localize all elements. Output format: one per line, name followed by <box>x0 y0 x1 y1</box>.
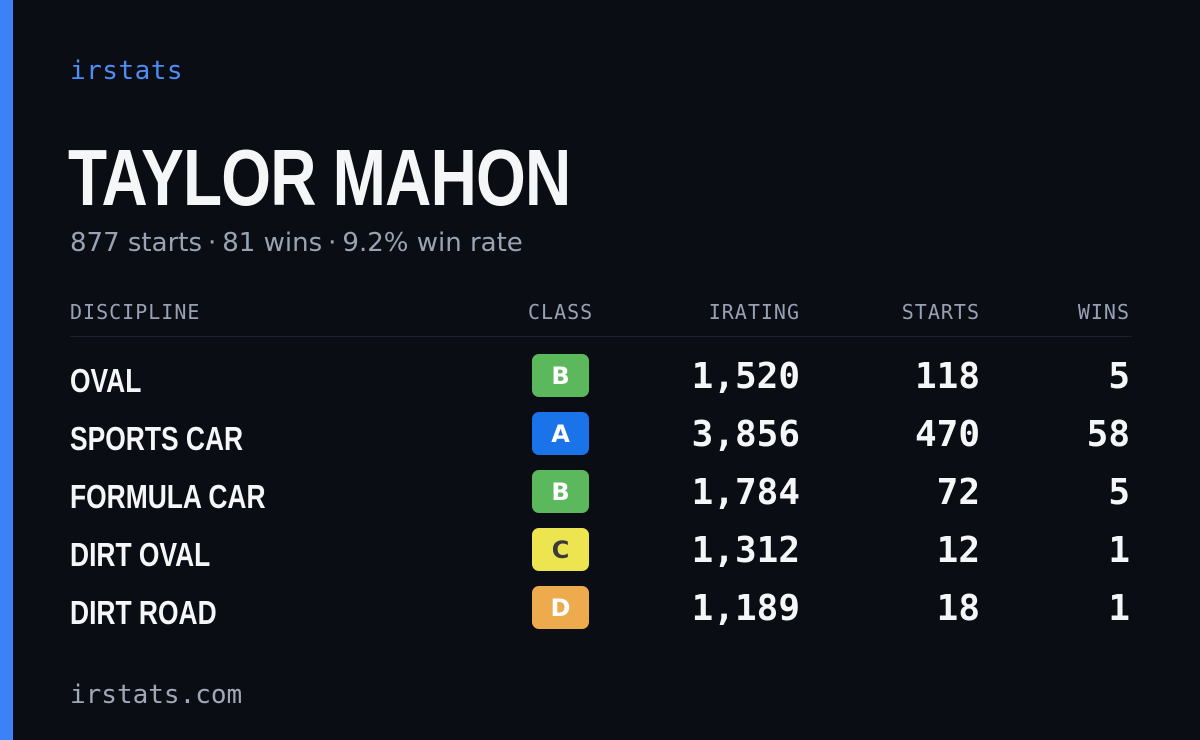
starts-value: 470 <box>914 414 980 455</box>
class-badge: B <box>532 470 589 513</box>
table-row: DIRT OVAL C 1,312 12 1 <box>70 528 1132 586</box>
discipline-name: OVAL <box>70 362 142 399</box>
header-discipline: DISCIPLINE <box>70 300 201 324</box>
starts-summary: 877 starts <box>70 228 202 258</box>
starts-value: 18 <box>936 588 980 629</box>
discipline-name: SPORTS CAR <box>70 420 244 457</box>
player-name: TAYLOR MAHON <box>68 133 571 222</box>
table-row: DIRT ROAD D 1,189 18 1 <box>70 586 1132 644</box>
header-wins: WINS <box>1077 300 1130 324</box>
starts-value: 118 <box>914 356 980 397</box>
win-rate-summary: 9.2% win rate <box>342 228 523 258</box>
player-summary: 877 starts · 81 wins · 9.2% win rate <box>70 228 523 258</box>
brand-logo[interactable]: irstats <box>70 56 184 86</box>
class-badge: C <box>532 528 589 571</box>
irating-value: 1,312 <box>691 530 800 571</box>
irating-value: 3,856 <box>691 414 800 455</box>
header-starts: STARTS <box>901 300 980 324</box>
irating-value: 1,189 <box>691 588 800 629</box>
table-header: DISCIPLINE CLASS IRATING STARTS WINS <box>70 300 1132 337</box>
wins-summary: 81 wins <box>222 228 323 258</box>
class-badge: B <box>532 354 589 397</box>
wins-value: 1 <box>1108 588 1130 629</box>
accent-bar <box>0 0 13 740</box>
separator: · <box>208 228 217 258</box>
class-badge: A <box>532 412 589 455</box>
wins-value: 5 <box>1108 356 1130 397</box>
discipline-name: DIRT OVAL <box>70 536 211 573</box>
separator: · <box>328 228 337 258</box>
table-row: FORMULA CAR B 1,784 72 5 <box>70 470 1132 528</box>
class-badge: D <box>532 586 589 629</box>
wins-value: 5 <box>1108 472 1130 513</box>
starts-value: 12 <box>936 530 980 571</box>
irating-value: 1,784 <box>691 472 800 513</box>
discipline-name: DIRT ROAD <box>70 594 217 631</box>
header-irating: IRATING <box>708 300 800 324</box>
starts-value: 72 <box>936 472 980 513</box>
table-row: OVAL B 1,520 118 5 <box>70 354 1132 412</box>
table-row: SPORTS CAR A 3,856 470 58 <box>70 412 1132 470</box>
footer-url[interactable]: irstats.com <box>70 680 243 710</box>
discipline-name: FORMULA CAR <box>70 478 266 515</box>
wins-value: 1 <box>1108 530 1130 571</box>
wins-value: 58 <box>1086 414 1130 455</box>
irating-value: 1,520 <box>691 356 800 397</box>
header-class: CLASS <box>528 300 594 324</box>
